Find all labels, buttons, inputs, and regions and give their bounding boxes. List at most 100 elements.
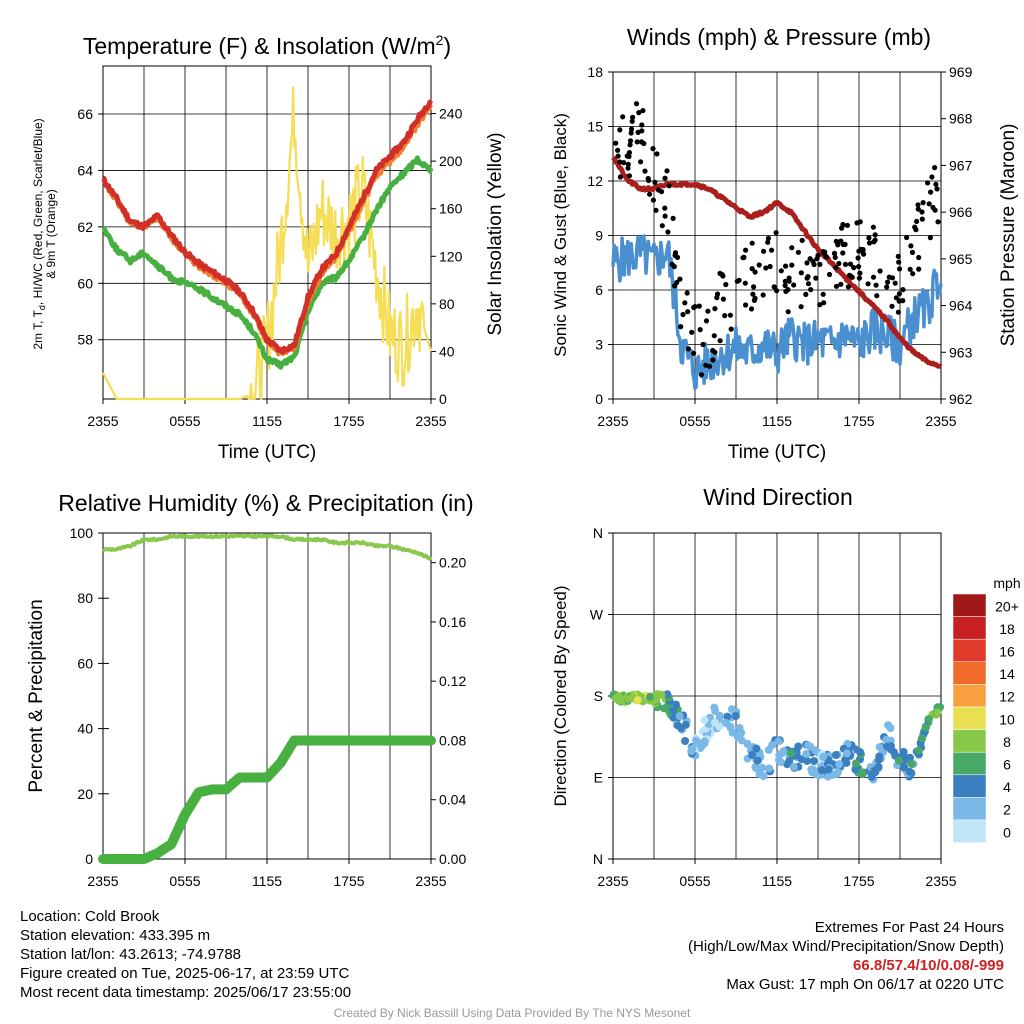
- wind-y2tick-label: 965: [949, 251, 973, 267]
- gust-point: [803, 291, 809, 297]
- direction-point: [810, 757, 818, 766]
- direction-point: [905, 767, 914, 776]
- rh-y2tick-label: 0.12: [439, 673, 466, 689]
- gust-point: [659, 223, 665, 229]
- gust-point: [799, 237, 805, 243]
- gust-point: [836, 260, 842, 267]
- direction-point: [787, 749, 796, 758]
- gust-point: [634, 139, 640, 145]
- rh-y2tick-label: 0.08: [439, 732, 466, 748]
- gust-point: [896, 259, 902, 265]
- gust-point: [714, 291, 721, 297]
- temp-ytick-label: 62: [77, 219, 93, 235]
- gust-point: [727, 312, 734, 318]
- precip-line: [98, 735, 436, 864]
- gust-point: [782, 282, 788, 289]
- rh-y2tick-label: 0.20: [439, 555, 466, 571]
- gust-point: [751, 284, 757, 290]
- direction-point: [851, 765, 860, 774]
- gust-point: [791, 282, 797, 288]
- gust-point: [789, 245, 795, 251]
- gust-point: [645, 175, 651, 182]
- direction-point: [811, 746, 820, 755]
- gust-point: [833, 265, 839, 271]
- gust-point: [845, 284, 852, 290]
- gust-point: [670, 215, 676, 221]
- direction-point: [819, 752, 828, 761]
- direction-point: [802, 750, 811, 758]
- gust-point: [698, 372, 705, 378]
- temp-y2tick-label: 160: [439, 201, 463, 217]
- gust-point: [691, 304, 697, 311]
- gust-point: [655, 187, 662, 193]
- svg-text:2m T, Td, HI/WC (Red, Green, S: 2m T, Td, HI/WC (Red, Green, Scarlet/Blu…: [31, 118, 47, 349]
- gust-point: [743, 247, 749, 253]
- gust-point: [680, 311, 686, 318]
- gust-point: [638, 159, 644, 165]
- gust-point: [856, 264, 862, 270]
- gust-point: [672, 283, 678, 289]
- direction-point: [824, 765, 833, 774]
- gust-point: [870, 274, 877, 280]
- gust-point: [662, 175, 668, 181]
- direction-point: [774, 737, 783, 746]
- gust-point: [835, 242, 841, 248]
- gust-point: [915, 206, 921, 212]
- gust-point: [627, 138, 634, 144]
- direction-point: [914, 746, 923, 755]
- gust-point: [871, 239, 877, 245]
- temp-chart-title: Temperature (F) & Insolation (W/m2): [83, 32, 451, 59]
- temp-ytick-label: 64: [77, 162, 93, 178]
- direction-point: [748, 751, 757, 759]
- gust-point: [854, 220, 860, 226]
- gust-point: [613, 140, 619, 146]
- gust-point: [860, 248, 866, 254]
- legend-label: 18: [999, 621, 1015, 637]
- temp-xlabel: Time (UTC): [218, 442, 317, 463]
- wind-xtick-label: 2355: [925, 413, 956, 429]
- legend-swatch: [952, 797, 987, 821]
- dir-xtick-label: 0555: [679, 873, 710, 889]
- gust-point: [749, 266, 755, 272]
- gust-point: [896, 291, 903, 297]
- direction-point: [775, 756, 784, 765]
- gust-point: [889, 303, 895, 309]
- direction-point: [867, 772, 876, 781]
- wind-y2tick-label: 967: [949, 157, 973, 173]
- gust-point: [717, 338, 723, 344]
- temp-y2tick-label: 120: [439, 248, 463, 264]
- gust-point: [705, 308, 711, 314]
- direction-point: [797, 755, 806, 764]
- gust-point: [752, 269, 758, 275]
- gust-point: [826, 271, 833, 278]
- gust-point: [625, 161, 631, 167]
- gust-point: [785, 287, 791, 293]
- gust-point: [628, 126, 635, 132]
- wind-y2label: Station Pressure (Maroon): [998, 124, 1019, 347]
- wind-ytick-label: 3: [595, 337, 603, 353]
- gust-point: [635, 129, 641, 135]
- rh-y2tick-label: 0.00: [439, 851, 466, 867]
- gust-point: [838, 238, 844, 244]
- gust-point: [928, 189, 934, 195]
- gust-point: [710, 347, 716, 354]
- direction-point: [894, 756, 903, 765]
- rh-xtick-label: 2355: [87, 873, 118, 889]
- gust-point: [710, 357, 716, 363]
- max-gust-text: Max Gust: 17 mph On 06/17 at 0220 UTC: [726, 976, 1004, 993]
- gust-point: [916, 266, 922, 272]
- gust-point: [751, 297, 758, 303]
- direction-point: [758, 763, 767, 772]
- direction-point: [753, 756, 762, 765]
- gust-point: [665, 229, 671, 235]
- legend-swatch: [952, 706, 987, 730]
- gust-point: [866, 240, 873, 246]
- wind-ytick-label: 9: [595, 228, 603, 244]
- gust-point: [630, 114, 636, 120]
- direction-point: [899, 748, 908, 757]
- gust-point: [877, 268, 883, 274]
- gust-point: [734, 278, 740, 284]
- direction-point: [715, 712, 724, 720]
- temp-xtick-label: 2355: [87, 413, 118, 429]
- legend-label: 20+: [995, 598, 1019, 614]
